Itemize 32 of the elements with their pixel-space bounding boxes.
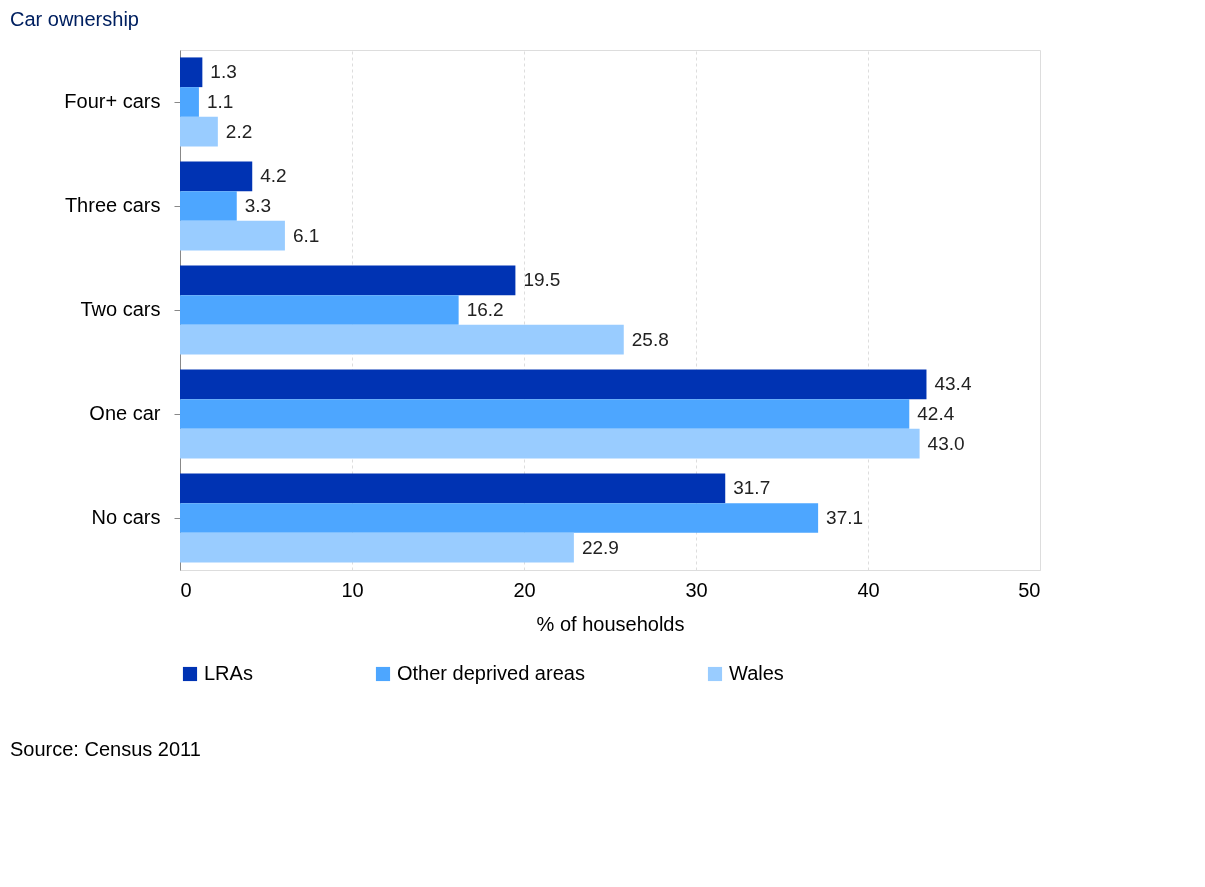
data-label: 22.9 bbox=[581, 536, 619, 558]
y-tick-label: No cars bbox=[91, 506, 161, 528]
x-tick-label: 10 bbox=[341, 578, 364, 601]
data-label: 43.0 bbox=[927, 432, 965, 454]
y-tick-label: One car bbox=[89, 402, 161, 424]
legend-label: Other deprived areas bbox=[397, 662, 585, 684]
data-label: 16.2 bbox=[466, 299, 504, 320]
y-tick-label: Three cars bbox=[64, 194, 161, 216]
chart-title: Car ownership bbox=[10, 8, 139, 30]
data-label: 25.8 bbox=[631, 328, 669, 350]
x-tick-label: 0 bbox=[180, 578, 192, 601]
data-label: 43.4 bbox=[934, 373, 972, 395]
x-tick-label: 20 bbox=[513, 578, 536, 601]
data-label: 31.7 bbox=[733, 477, 771, 499]
data-label: 6.1 bbox=[292, 224, 320, 246]
y-tick-label: Two cars bbox=[80, 298, 161, 320]
legend-label: LRAs bbox=[204, 662, 253, 684]
data-label: 2.2 bbox=[225, 120, 253, 142]
data-label: 3.3 bbox=[244, 195, 272, 216]
y-tick-label: Four+ cars bbox=[64, 90, 161, 112]
legend-label: Wales bbox=[729, 662, 784, 684]
data-label: 1.1 bbox=[206, 91, 234, 112]
data-label: 42.4 bbox=[917, 403, 955, 424]
x-tick-label: 30 bbox=[685, 578, 708, 601]
x-tick-label: 50 bbox=[1018, 578, 1041, 601]
data-label: 1.3 bbox=[210, 61, 237, 83]
x-axis-title: % of households bbox=[536, 612, 685, 635]
x-tick-label: 40 bbox=[857, 578, 880, 601]
source-note: Source: Census 2011 bbox=[10, 738, 201, 760]
data-label: 19.5 bbox=[523, 269, 561, 291]
data-label: 4.2 bbox=[260, 165, 287, 187]
data-label: 37.1 bbox=[826, 507, 864, 528]
